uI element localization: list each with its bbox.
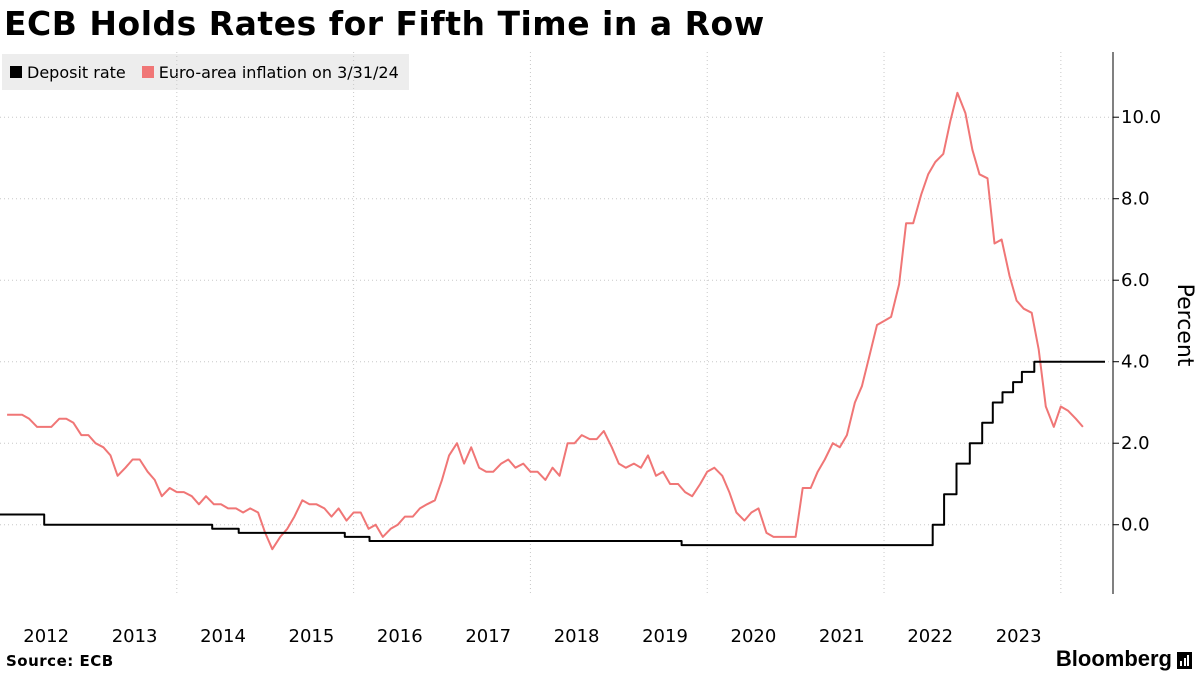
legend-swatch-inflation — [141, 66, 154, 78]
x-tick-label-6: 2018 — [554, 626, 600, 647]
legend-label-deposit-rate: Deposit rate — [27, 62, 126, 82]
x-tick-label-5: 2017 — [465, 626, 511, 647]
bloomberg-logo: Bloomberg — [1056, 646, 1192, 672]
legend-swatch-deposit-rate — [10, 66, 22, 78]
chart-title: ECB Holds Rates for Fifth Time in a Row — [4, 4, 765, 43]
legend-label-inflation: Euro-area inflation on 3/31/24 — [158, 62, 399, 82]
y-tick-label-0: 0.0 — [1121, 515, 1150, 536]
y-tick-label-2: 4.0 — [1121, 352, 1150, 373]
y-tick-label-4: 8.0 — [1121, 189, 1150, 210]
source-note: Source: ECB — [6, 652, 114, 670]
chart-legend: Deposit rate Euro-area inflation on 3/31… — [2, 54, 409, 90]
y-tick-label-1: 2.0 — [1121, 433, 1150, 454]
x-tick-label-10: 2022 — [907, 626, 953, 647]
y-axis-title: Percent — [1172, 284, 1197, 367]
bloomberg-badge-icon — [1177, 651, 1192, 669]
y-tick-label-5: 10.0 — [1121, 107, 1161, 128]
x-tick-label-11: 2023 — [996, 626, 1042, 647]
x-tick-label-8: 2020 — [731, 626, 777, 647]
legend-item-deposit-rate: Deposit rate — [10, 63, 126, 82]
y-tick-label-3: 6.0 — [1121, 270, 1150, 291]
x-tick-label-7: 2019 — [642, 626, 688, 647]
brand-name: Bloomberg — [1055, 646, 1172, 671]
legend-item-inflation: Euro-area inflation on 3/31/24 — [141, 62, 399, 82]
x-tick-label-0: 2012 — [23, 626, 69, 647]
x-tick-label-1: 2013 — [112, 626, 158, 647]
x-tick-label-4: 2016 — [377, 626, 423, 647]
x-tick-label-2: 2014 — [200, 626, 246, 647]
series-line-deposit-rate — [0, 360, 1105, 547]
x-tick-label-3: 2015 — [289, 626, 335, 647]
series-line-inflation — [7, 91, 1084, 551]
x-tick-label-9: 2021 — [819, 626, 865, 647]
